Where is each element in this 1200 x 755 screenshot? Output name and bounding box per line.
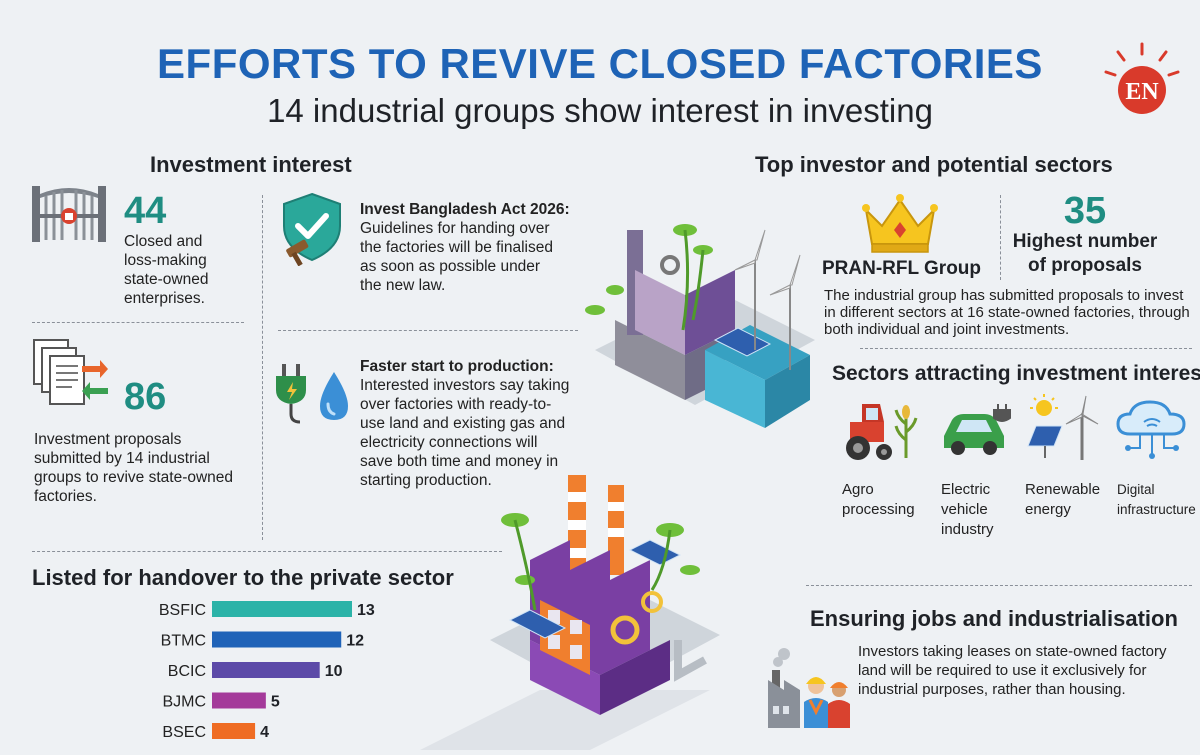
factory-illustration xyxy=(585,224,815,428)
cloud-network-icon xyxy=(1116,400,1186,459)
electricity-gas-icon xyxy=(276,364,348,424)
top-investor-description: The industrial group has submitted propo… xyxy=(824,287,1190,338)
documents-icon xyxy=(33,339,108,405)
sector-label: Digital infrastructure xyxy=(1117,482,1196,517)
sectors-heading: Sectors attracting investment interest xyxy=(832,362,1200,385)
highest-proposals-label-1: Highest number xyxy=(1012,231,1158,252)
divider xyxy=(806,585,1192,586)
handover-bar-chart: BSFIC 13 BTMC 12 BCIC 10 BJMC 5 BSEC 4 xyxy=(159,601,375,741)
proposals-count: 86 xyxy=(124,376,167,418)
page-title: EFFORTS TO REVIVE CLOSED FACTORIES xyxy=(157,40,1043,87)
vertical-divider xyxy=(1000,195,1001,280)
bar-category-label: BCIC xyxy=(168,663,206,680)
bar-value-label: 12 xyxy=(346,633,364,650)
bar-category-label: BSEC xyxy=(162,724,206,741)
act-title: Invest Bangladesh Act 2026: xyxy=(360,201,570,218)
vertical-divider xyxy=(262,195,263,540)
bar-value-label: 4 xyxy=(260,724,269,741)
proposals-text: Investment proposals submitted by 14 ind… xyxy=(34,431,234,505)
sector-label: Renewable energy xyxy=(1025,481,1101,518)
bar-category-label: BTMC xyxy=(161,633,206,650)
production-title: Faster start to production: xyxy=(360,358,554,375)
crown-icon xyxy=(862,194,938,253)
bar-btmc xyxy=(212,631,342,648)
tractor-icon xyxy=(846,404,918,460)
top-investor-proposal-count: 35 xyxy=(1063,190,1107,232)
divider xyxy=(32,551,502,552)
handover-heading: Listed for handover to the private secto… xyxy=(32,565,454,590)
en-logo-icon: EN xyxy=(1104,42,1180,114)
top-investor-name: PRAN-RFL Group xyxy=(822,258,982,279)
closed-enterprises-count: 44 xyxy=(124,190,167,232)
divider xyxy=(278,330,578,331)
renewable-energy-icon xyxy=(1027,394,1099,460)
bar-value-label: 5 xyxy=(271,694,280,711)
bar-bcic xyxy=(212,662,320,678)
closed-gate-icon xyxy=(32,186,106,242)
bar-category-label: BSFIC xyxy=(159,602,206,619)
act-text: Guidelines for handing over the factorie… xyxy=(360,220,553,294)
bar-category-label: BJMC xyxy=(162,694,206,711)
production-text: Interested investors say taking over fac… xyxy=(360,377,570,489)
bar-value-label: 10 xyxy=(325,663,343,680)
page-subtitle: 14 industrial groups show interest in in… xyxy=(267,92,933,129)
factory-workers-icon xyxy=(768,648,850,728)
sector-label: Electric vehicle industry xyxy=(941,481,994,538)
jobs-heading: Ensuring jobs and industrialisation xyxy=(810,606,1178,631)
logo-text: EN xyxy=(1125,79,1159,105)
bar-bsec xyxy=(212,723,256,739)
divider xyxy=(32,322,244,323)
investment-interest-heading: Investment interest xyxy=(150,152,352,177)
bar-value-label: 13 xyxy=(357,602,375,619)
bar-bjmc xyxy=(212,692,266,709)
closed-enterprises-text: Closed and loss-making state-owned enter… xyxy=(124,233,209,307)
divider xyxy=(860,348,1192,349)
top-investor-heading: Top investor and potential sectors xyxy=(755,152,1113,177)
jobs-text: Investors taking leases on state-owned f… xyxy=(858,643,1167,698)
bar-bsfic xyxy=(212,601,352,617)
sector-label: Agro processing xyxy=(842,481,915,518)
highest-proposals-label-2: of proposals xyxy=(1027,255,1142,276)
factory-illustration xyxy=(420,475,720,750)
shield-gavel-icon xyxy=(283,192,341,266)
electric-car-icon xyxy=(944,404,1011,455)
